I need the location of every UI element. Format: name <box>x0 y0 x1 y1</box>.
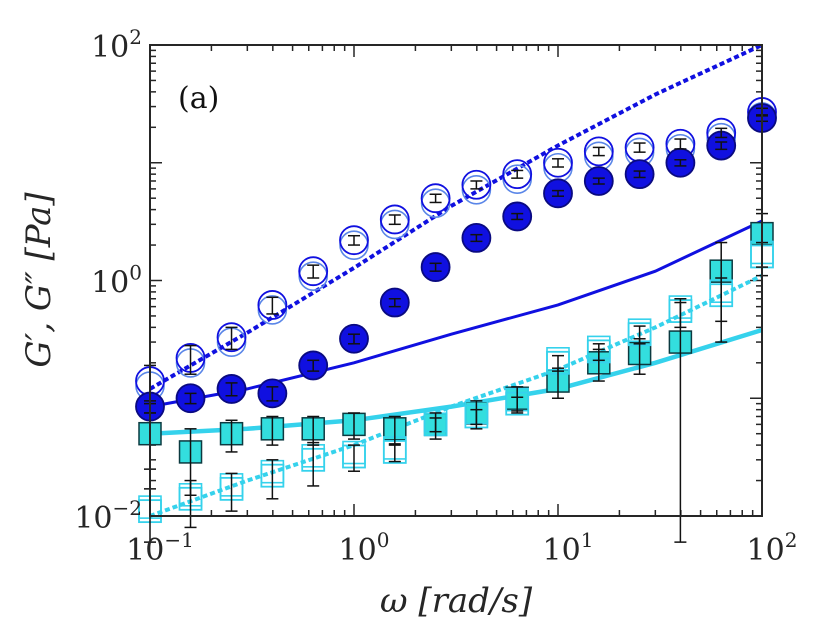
fit-line-solid <box>149 219 763 409</box>
x-tick-label: 101 <box>543 528 594 568</box>
x-tick-label: 10−1 <box>126 528 194 568</box>
data-point <box>257 290 288 320</box>
fit-lines <box>148 43 763 518</box>
data-point <box>543 147 573 178</box>
data-point <box>379 204 410 235</box>
x-tick-label: 102 <box>747 528 798 568</box>
data-point <box>298 256 329 287</box>
x-axis-title: ω [rad/s] <box>380 581 533 621</box>
y-tick-label: 100 <box>91 261 142 301</box>
data-point <box>339 225 369 256</box>
fit-line-dotted <box>148 43 763 391</box>
data-point <box>461 169 492 200</box>
data-point <box>583 136 614 167</box>
data-point <box>502 159 533 190</box>
fit-line-solid <box>149 327 763 436</box>
plot-frame <box>149 44 763 517</box>
data-point <box>420 183 451 214</box>
y-tick-label: 10−2 <box>74 496 142 536</box>
tick-labels: 10−1 100 101 102 10−2 100 102 <box>74 25 797 568</box>
data-point <box>216 322 247 353</box>
panel-label: (a) <box>178 81 219 116</box>
y-axis-title: G′, G″ [Pa] <box>19 192 59 368</box>
x-tick-label: 100 <box>339 528 390 568</box>
y-tick-label: 102 <box>91 25 142 65</box>
